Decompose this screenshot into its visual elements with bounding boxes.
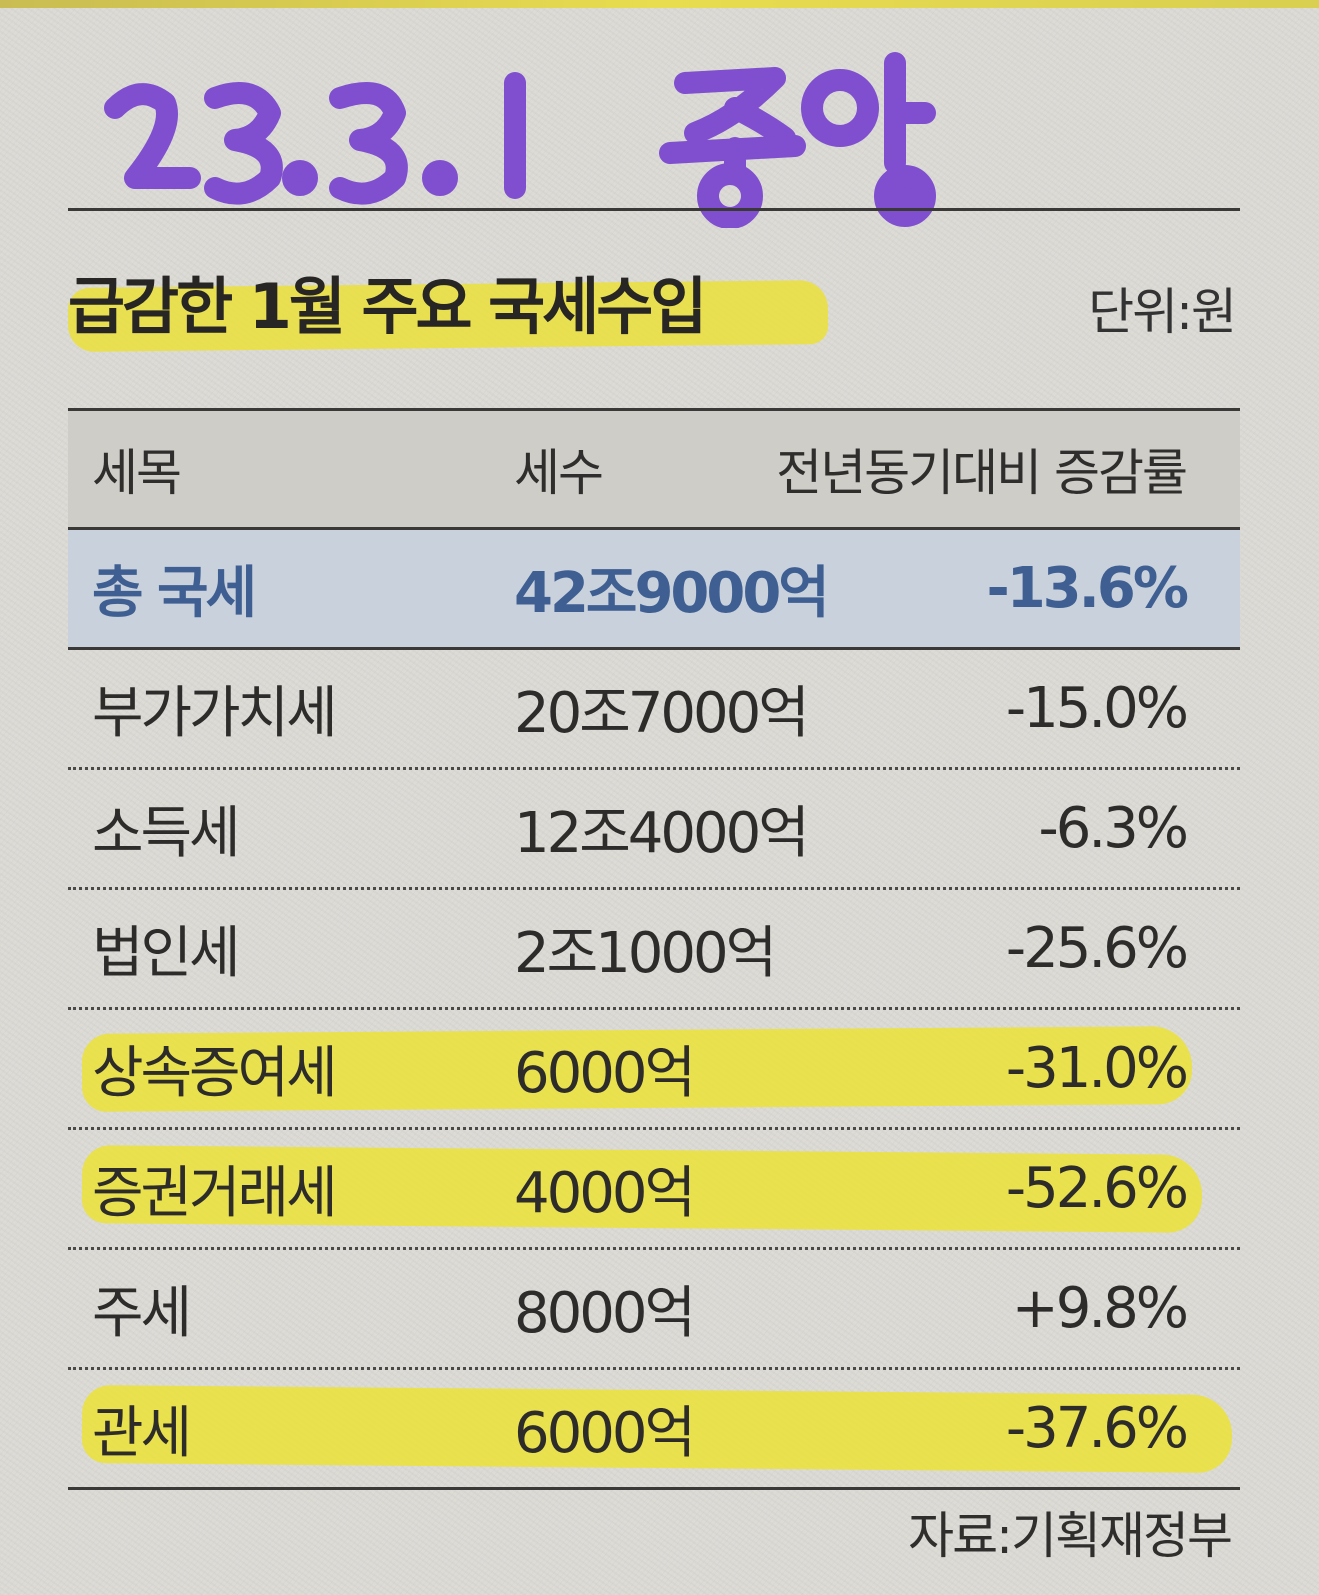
tax-item-cell: 관세 (92, 1401, 192, 1466)
revenue-cell: 6000억 (514, 1401, 696, 1466)
tax-revenue-table: 세목 세수 전년동기대비 증감률 총 국세 42조9000억 -13.6% 부가가치세… (68, 408, 1240, 1490)
title-block: 급감한 1월 주요 국세수입 (67, 262, 829, 352)
revenue-cell: 12조4000억 (514, 801, 810, 866)
tax-item-cell: 부가가치세 (92, 681, 338, 746)
change-rate-cell: +9.8% (1011, 1276, 1189, 1341)
tax-item-cell: 법인세 (92, 921, 241, 986)
table-title: 급감한 1월 주요 국세수입 (68, 270, 707, 343)
source-note: 자료:기획재정부 (908, 1507, 1233, 1565)
table-row: 소득세 12조4000억 -6.3% (68, 770, 1240, 890)
unit-label: 단위:원 (1088, 283, 1237, 341)
header-change-rate: 전년동기대비 증감률 (776, 444, 1188, 502)
top-highlight-strip (0, 0, 1319, 8)
header-tax-item: 세목 (92, 444, 182, 502)
tax-item-cell: 증권거래세 (92, 1161, 338, 1226)
change-rate-cell: -31.0% (1005, 1036, 1189, 1101)
table-header: 세목 세수 전년동기대비 증감률 (68, 408, 1240, 530)
tax-item-cell: 상속증여세 (92, 1041, 338, 1106)
change-rate-cell: -6.3% (1038, 796, 1189, 861)
change-rate-cell: -13.6% (986, 556, 1189, 621)
tax-item-cell: 총 국세 (92, 561, 257, 626)
change-rate-cell: -37.6% (1005, 1396, 1189, 1461)
table-row: 관세 6000억 -37.6% (68, 1370, 1240, 1490)
change-rate-cell: -15.0% (1005, 676, 1189, 741)
revenue-cell: 2조1000억 (514, 921, 777, 986)
tax-item-cell: 주세 (92, 1281, 192, 1346)
header-revenue: 세수 (514, 444, 604, 502)
revenue-cell: 6000억 (514, 1041, 696, 1106)
table-row: 총 국세 42조9000억 -13.6% (68, 530, 1240, 650)
top-rule (68, 208, 1240, 211)
table-row: 주세 8000억 +9.8% (68, 1250, 1240, 1370)
table-row: 증권거래세 4000억 -52.6% (68, 1130, 1240, 1250)
handwritten-date-note (104, 52, 936, 228)
revenue-cell: 42조9000억 (514, 561, 830, 626)
tax-item-cell: 소득세 (92, 801, 241, 866)
revenue-cell: 4000억 (514, 1161, 696, 1226)
revenue-cell: 8000억 (514, 1281, 696, 1346)
table-row: 부가가치세 20조7000억 -15.0% (68, 650, 1240, 770)
change-rate-cell: -52.6% (1005, 1156, 1189, 1221)
change-rate-cell: -25.6% (1005, 916, 1189, 981)
table-row: 법인세 2조1000억 -25.6% (68, 890, 1240, 1010)
table-row: 상속증여세 6000억 -31.0% (68, 1010, 1240, 1130)
revenue-cell: 20조7000억 (514, 681, 810, 746)
